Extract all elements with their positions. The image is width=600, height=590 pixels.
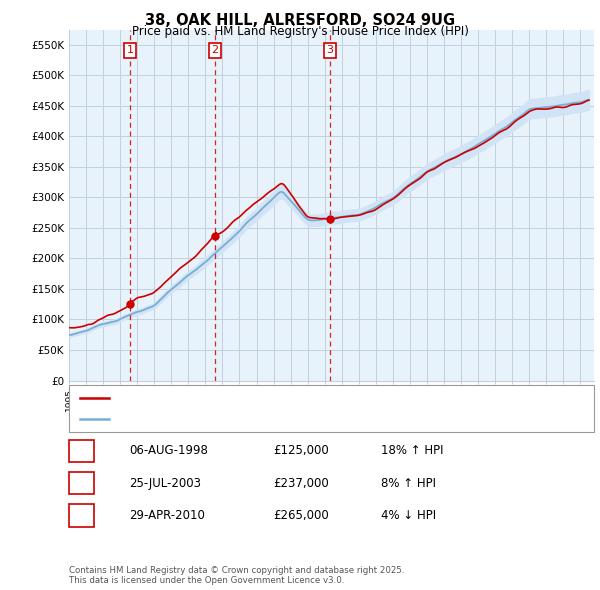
Text: £237,000: £237,000 [273, 477, 329, 490]
Text: 29-APR-2010: 29-APR-2010 [129, 509, 205, 522]
Text: 1: 1 [78, 444, 85, 457]
Text: 25-JUL-2003: 25-JUL-2003 [129, 477, 201, 490]
Text: 3: 3 [326, 45, 334, 55]
Text: 8% ↑ HPI: 8% ↑ HPI [381, 477, 436, 490]
Text: 2: 2 [78, 477, 85, 490]
Text: Price paid vs. HM Land Registry's House Price Index (HPI): Price paid vs. HM Land Registry's House … [131, 25, 469, 38]
Text: 1: 1 [127, 45, 134, 55]
Text: 3: 3 [78, 509, 85, 522]
Text: 06-AUG-1998: 06-AUG-1998 [129, 444, 208, 457]
Text: 38, OAK HILL, ALRESFORD, SO24 9UG (semi-detached house): 38, OAK HILL, ALRESFORD, SO24 9UG (semi-… [116, 393, 452, 403]
Text: £265,000: £265,000 [273, 509, 329, 522]
Text: 18% ↑ HPI: 18% ↑ HPI [381, 444, 443, 457]
Text: 2: 2 [211, 45, 218, 55]
Text: £125,000: £125,000 [273, 444, 329, 457]
Text: 38, OAK HILL, ALRESFORD, SO24 9UG: 38, OAK HILL, ALRESFORD, SO24 9UG [145, 13, 455, 28]
Text: 4% ↓ HPI: 4% ↓ HPI [381, 509, 436, 522]
Text: Contains HM Land Registry data © Crown copyright and database right 2025.
This d: Contains HM Land Registry data © Crown c… [69, 566, 404, 585]
Text: HPI: Average price, semi-detached house, Winchester: HPI: Average price, semi-detached house,… [116, 414, 409, 424]
